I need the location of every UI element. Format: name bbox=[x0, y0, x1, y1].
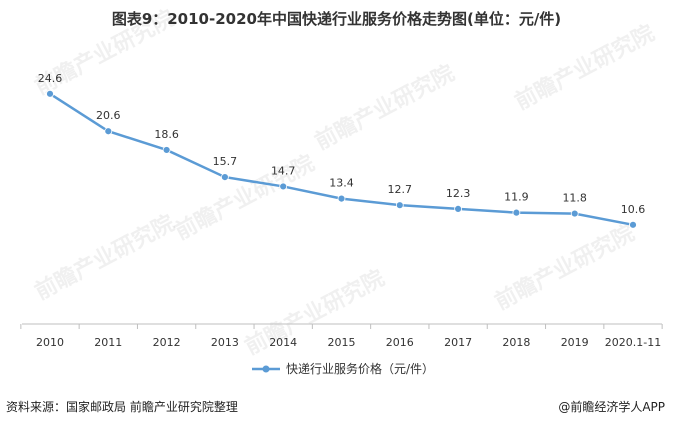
data-point bbox=[46, 89, 54, 98]
source-note: 资料来源：国家邮政局 前瞻产业研究院整理 bbox=[6, 400, 238, 414]
data-label: 13.4 bbox=[329, 177, 354, 190]
legend-dot-marker bbox=[262, 365, 270, 373]
data-point bbox=[629, 220, 637, 229]
legend[interactable]: 快递行业服务价格（元/件） bbox=[252, 361, 434, 376]
data-point bbox=[104, 127, 113, 136]
data-point bbox=[512, 208, 521, 217]
x-tick-label: 2017 bbox=[444, 336, 472, 349]
data-label: 20.6 bbox=[96, 109, 121, 122]
watermark-text: 前瞻产业研究院 bbox=[241, 265, 389, 360]
x-tick-label: 2016 bbox=[386, 336, 414, 349]
data-label: 12.3 bbox=[446, 187, 471, 200]
data-labels: 24.6 20.6 18.6 15.7 14.7 13.4 12.7 12.3 11.9 11.8… bbox=[38, 72, 646, 216]
data-point bbox=[570, 209, 579, 218]
watermark-text: 前瞻产业研究院 bbox=[31, 210, 179, 305]
x-tick-label: 2019 bbox=[561, 336, 589, 349]
series-line bbox=[49, 92, 634, 227]
x-tick-label: 2013 bbox=[211, 336, 239, 349]
watermark-text: 前瞻产业研究院 bbox=[171, 150, 319, 245]
data-point bbox=[220, 173, 229, 181]
x-tick-label: 2020.1-11 bbox=[605, 336, 661, 349]
data-point bbox=[395, 201, 404, 210]
credit-note: @前瞻经济学人APP bbox=[558, 400, 665, 414]
data-label: 15.7 bbox=[213, 155, 238, 168]
watermark-text: 前瞻产业研究院 bbox=[311, 60, 459, 155]
data-label: 18.6 bbox=[154, 128, 179, 141]
data-label: 10.6 bbox=[621, 203, 646, 216]
data-label: 14.7 bbox=[271, 164, 296, 177]
chart-title: 图表9：2010-2020年中国快递行业服务价格走势图(单位：元/件) bbox=[111, 10, 562, 28]
data-points bbox=[46, 89, 637, 229]
watermark-text: 前瞻产业研究院 bbox=[31, 5, 179, 100]
data-label: 12.7 bbox=[388, 183, 413, 196]
legend-label: 快递行业服务价格（元/件） bbox=[286, 361, 434, 376]
watermark-text: 前瞻产业研究院 bbox=[511, 20, 659, 115]
x-tick-label: 2018 bbox=[502, 336, 530, 349]
x-axis-ticks bbox=[20, 324, 663, 329]
data-point bbox=[454, 205, 463, 213]
data-point bbox=[162, 146, 171, 154]
data-point bbox=[337, 194, 346, 203]
x-tick-label: 2014 bbox=[269, 336, 297, 349]
x-tick-label: 2011 bbox=[94, 336, 122, 349]
x-tick-labels: 2010 2011 2012 2013 2014 2015 2016 2017 2018 2019… bbox=[36, 336, 661, 349]
watermark-text: 前瞻产业研究院 bbox=[491, 220, 639, 315]
data-label: 24.6 bbox=[38, 72, 63, 85]
x-tick-label: 2012 bbox=[153, 336, 181, 349]
data-label: 11.8 bbox=[562, 192, 587, 205]
data-label: 11.9 bbox=[504, 191, 529, 204]
x-tick-label: 2010 bbox=[36, 336, 64, 349]
data-point bbox=[279, 182, 288, 191]
x-tick-label: 2015 bbox=[328, 336, 356, 349]
